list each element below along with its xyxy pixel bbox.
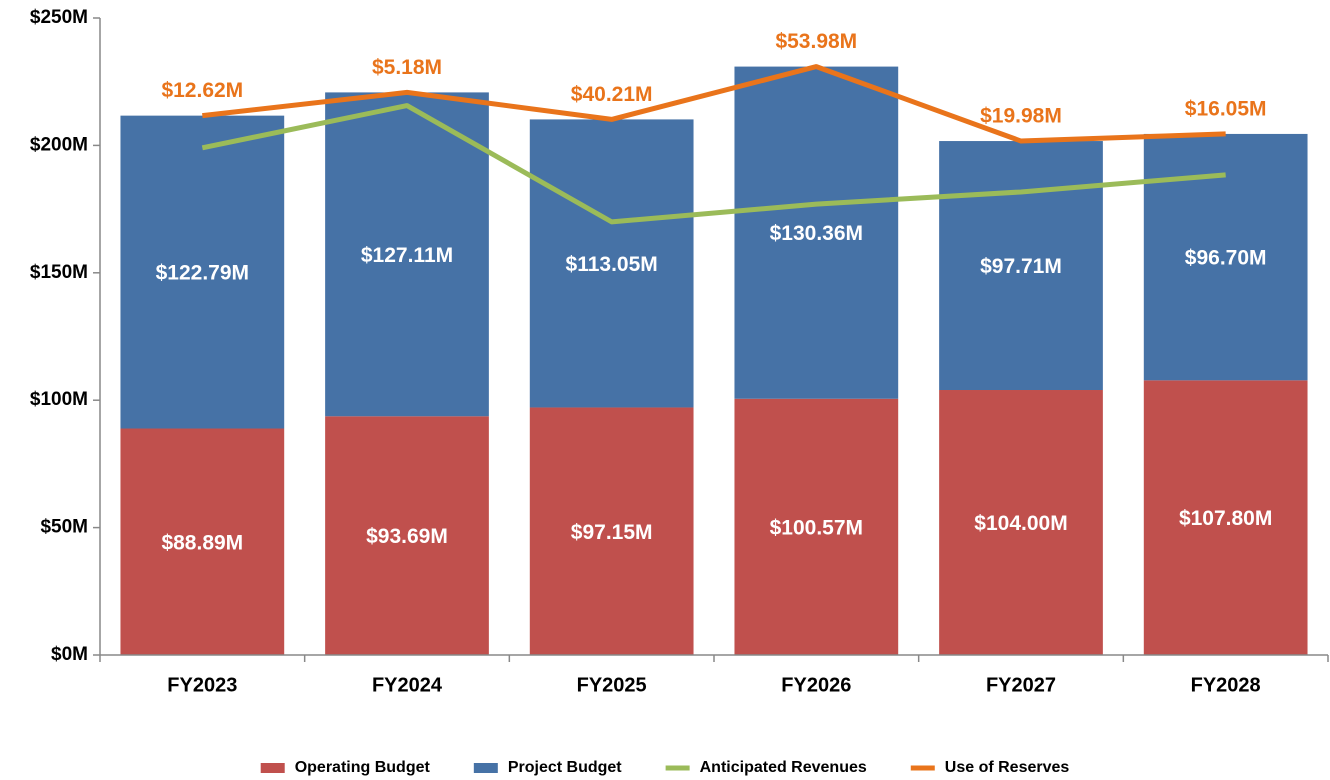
legend-swatch — [260, 763, 285, 773]
line-value-label: $5.18M — [372, 56, 442, 79]
legend-label: Project Budget — [508, 759, 622, 776]
bar-value-label: $122.79M — [156, 262, 249, 285]
bar-value-label: $97.15M — [571, 521, 653, 544]
x-tick-label: FY2028 — [1191, 674, 1261, 696]
legend-item: Operating Budget — [260, 759, 431, 776]
x-tick-label: FY2026 — [781, 674, 851, 696]
y-tick-label: $100M — [30, 389, 88, 410]
bar-segment — [939, 390, 1103, 655]
bar-value-label: $107.80M — [1179, 507, 1272, 530]
legend-item: Project Budget — [473, 759, 622, 776]
legend-swatch — [473, 763, 498, 773]
legend: Operating Budget Project Budget Anticipate… — [260, 759, 1070, 776]
bar-segment — [325, 92, 489, 417]
bar-segment — [939, 141, 1103, 391]
bar-segment — [529, 407, 694, 655]
legend-label: Operating Budget — [295, 759, 431, 776]
legend-label: Use of Reserves — [945, 759, 1070, 776]
bar-value-label: $97.71M — [980, 255, 1062, 278]
line-value-label: $19.98M — [980, 105, 1062, 128]
y-tick-label: $150M — [30, 262, 88, 283]
bar-segment — [734, 66, 899, 399]
y-tick-label: $50M — [40, 517, 88, 538]
line — [202, 64, 1226, 144]
bar-segment — [120, 115, 285, 429]
legend-item: Anticipated Revenues — [665, 759, 867, 776]
bar-segment — [529, 119, 694, 408]
bar-value-label: $88.89M — [161, 531, 243, 554]
bar-value-label: $96.70M — [1185, 247, 1267, 270]
bar-value-label: $130.36M — [770, 222, 863, 245]
bar-value-label: $104.00M — [974, 512, 1067, 535]
line-value-label: $12.62M — [161, 79, 243, 102]
bar-value-label: $93.69M — [366, 525, 448, 548]
bar-segment — [1143, 380, 1308, 655]
y-tick-label: $200M — [30, 134, 88, 155]
bar-segment — [734, 398, 899, 655]
bar-value-label: $113.05M — [566, 253, 658, 276]
bar-segment — [120, 428, 285, 655]
y-tick-label: $250M — [30, 7, 88, 28]
x-tick-label: FY2027 — [986, 674, 1056, 696]
bar-value-label: $127.11M — [361, 244, 453, 267]
legend-label: Anticipated Revenues — [700, 759, 867, 776]
x-tick-label: FY2024 — [372, 674, 443, 696]
line-value-label: $53.98M — [775, 30, 857, 53]
line-value-label: $16.05M — [1185, 97, 1267, 120]
x-tick-label: FY2023 — [167, 674, 237, 696]
x-tick-label: FY2025 — [577, 674, 647, 696]
line — [201, 103, 1226, 225]
y-tick-label: $0M — [51, 644, 88, 665]
bar-segment — [325, 416, 489, 655]
line-value-label: $40.21M — [571, 83, 653, 106]
bar-value-label: $100.57M — [770, 516, 863, 539]
legend-item: Use of Reserves — [910, 759, 1070, 776]
